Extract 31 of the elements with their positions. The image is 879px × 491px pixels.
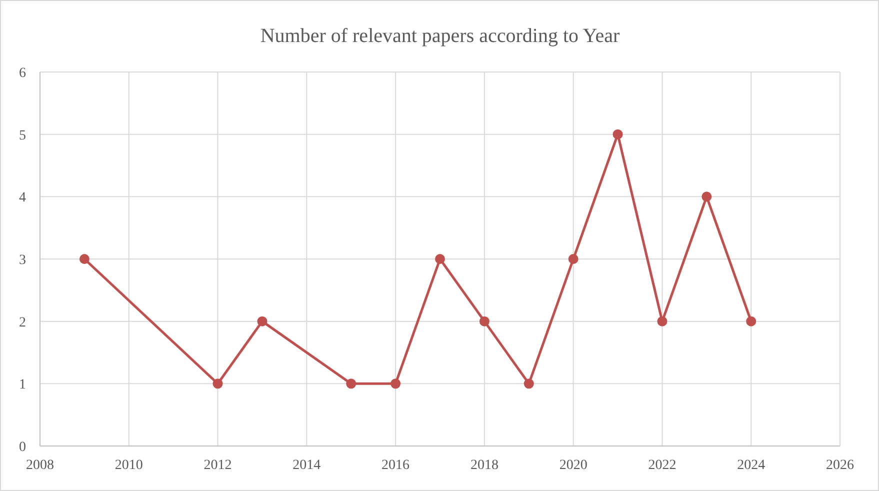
point — [257, 316, 268, 326]
x-tick-label: 2014 — [292, 458, 321, 473]
y-tick-label: 2 — [19, 315, 26, 330]
x-tick-label: 2022 — [648, 458, 676, 473]
x-tick-label: 2010 — [114, 458, 143, 473]
point — [79, 254, 90, 264]
chart-title: Number of relevant papers according to Year — [260, 25, 620, 47]
point — [568, 254, 578, 264]
point — [346, 378, 356, 389]
point — [479, 316, 490, 326]
x-tick-label: 2012 — [204, 458, 232, 473]
x-tick-label: 2016 — [382, 458, 410, 473]
y-tick-label: 1 — [19, 378, 26, 393]
point — [612, 129, 623, 140]
x-tick-label: 2018 — [470, 458, 498, 473]
y-tick-label: 3 — [19, 253, 26, 268]
point — [435, 254, 445, 264]
x-tick-label: 2008 — [26, 458, 54, 473]
x-tick-label: 2026 — [826, 458, 854, 473]
point — [657, 316, 668, 326]
point — [524, 378, 534, 389]
y-tick-label: 0 — [19, 440, 26, 455]
y-tick-label: 6 — [19, 66, 26, 81]
y-tick-label: 4 — [19, 190, 26, 206]
x-tick-label: 2024 — [737, 458, 766, 473]
point — [746, 316, 756, 326]
point — [212, 378, 223, 389]
x-tick-label: 2020 — [559, 458, 588, 473]
point — [390, 378, 401, 389]
y-tick-label: 5 — [19, 128, 26, 144]
point — [702, 192, 712, 202]
